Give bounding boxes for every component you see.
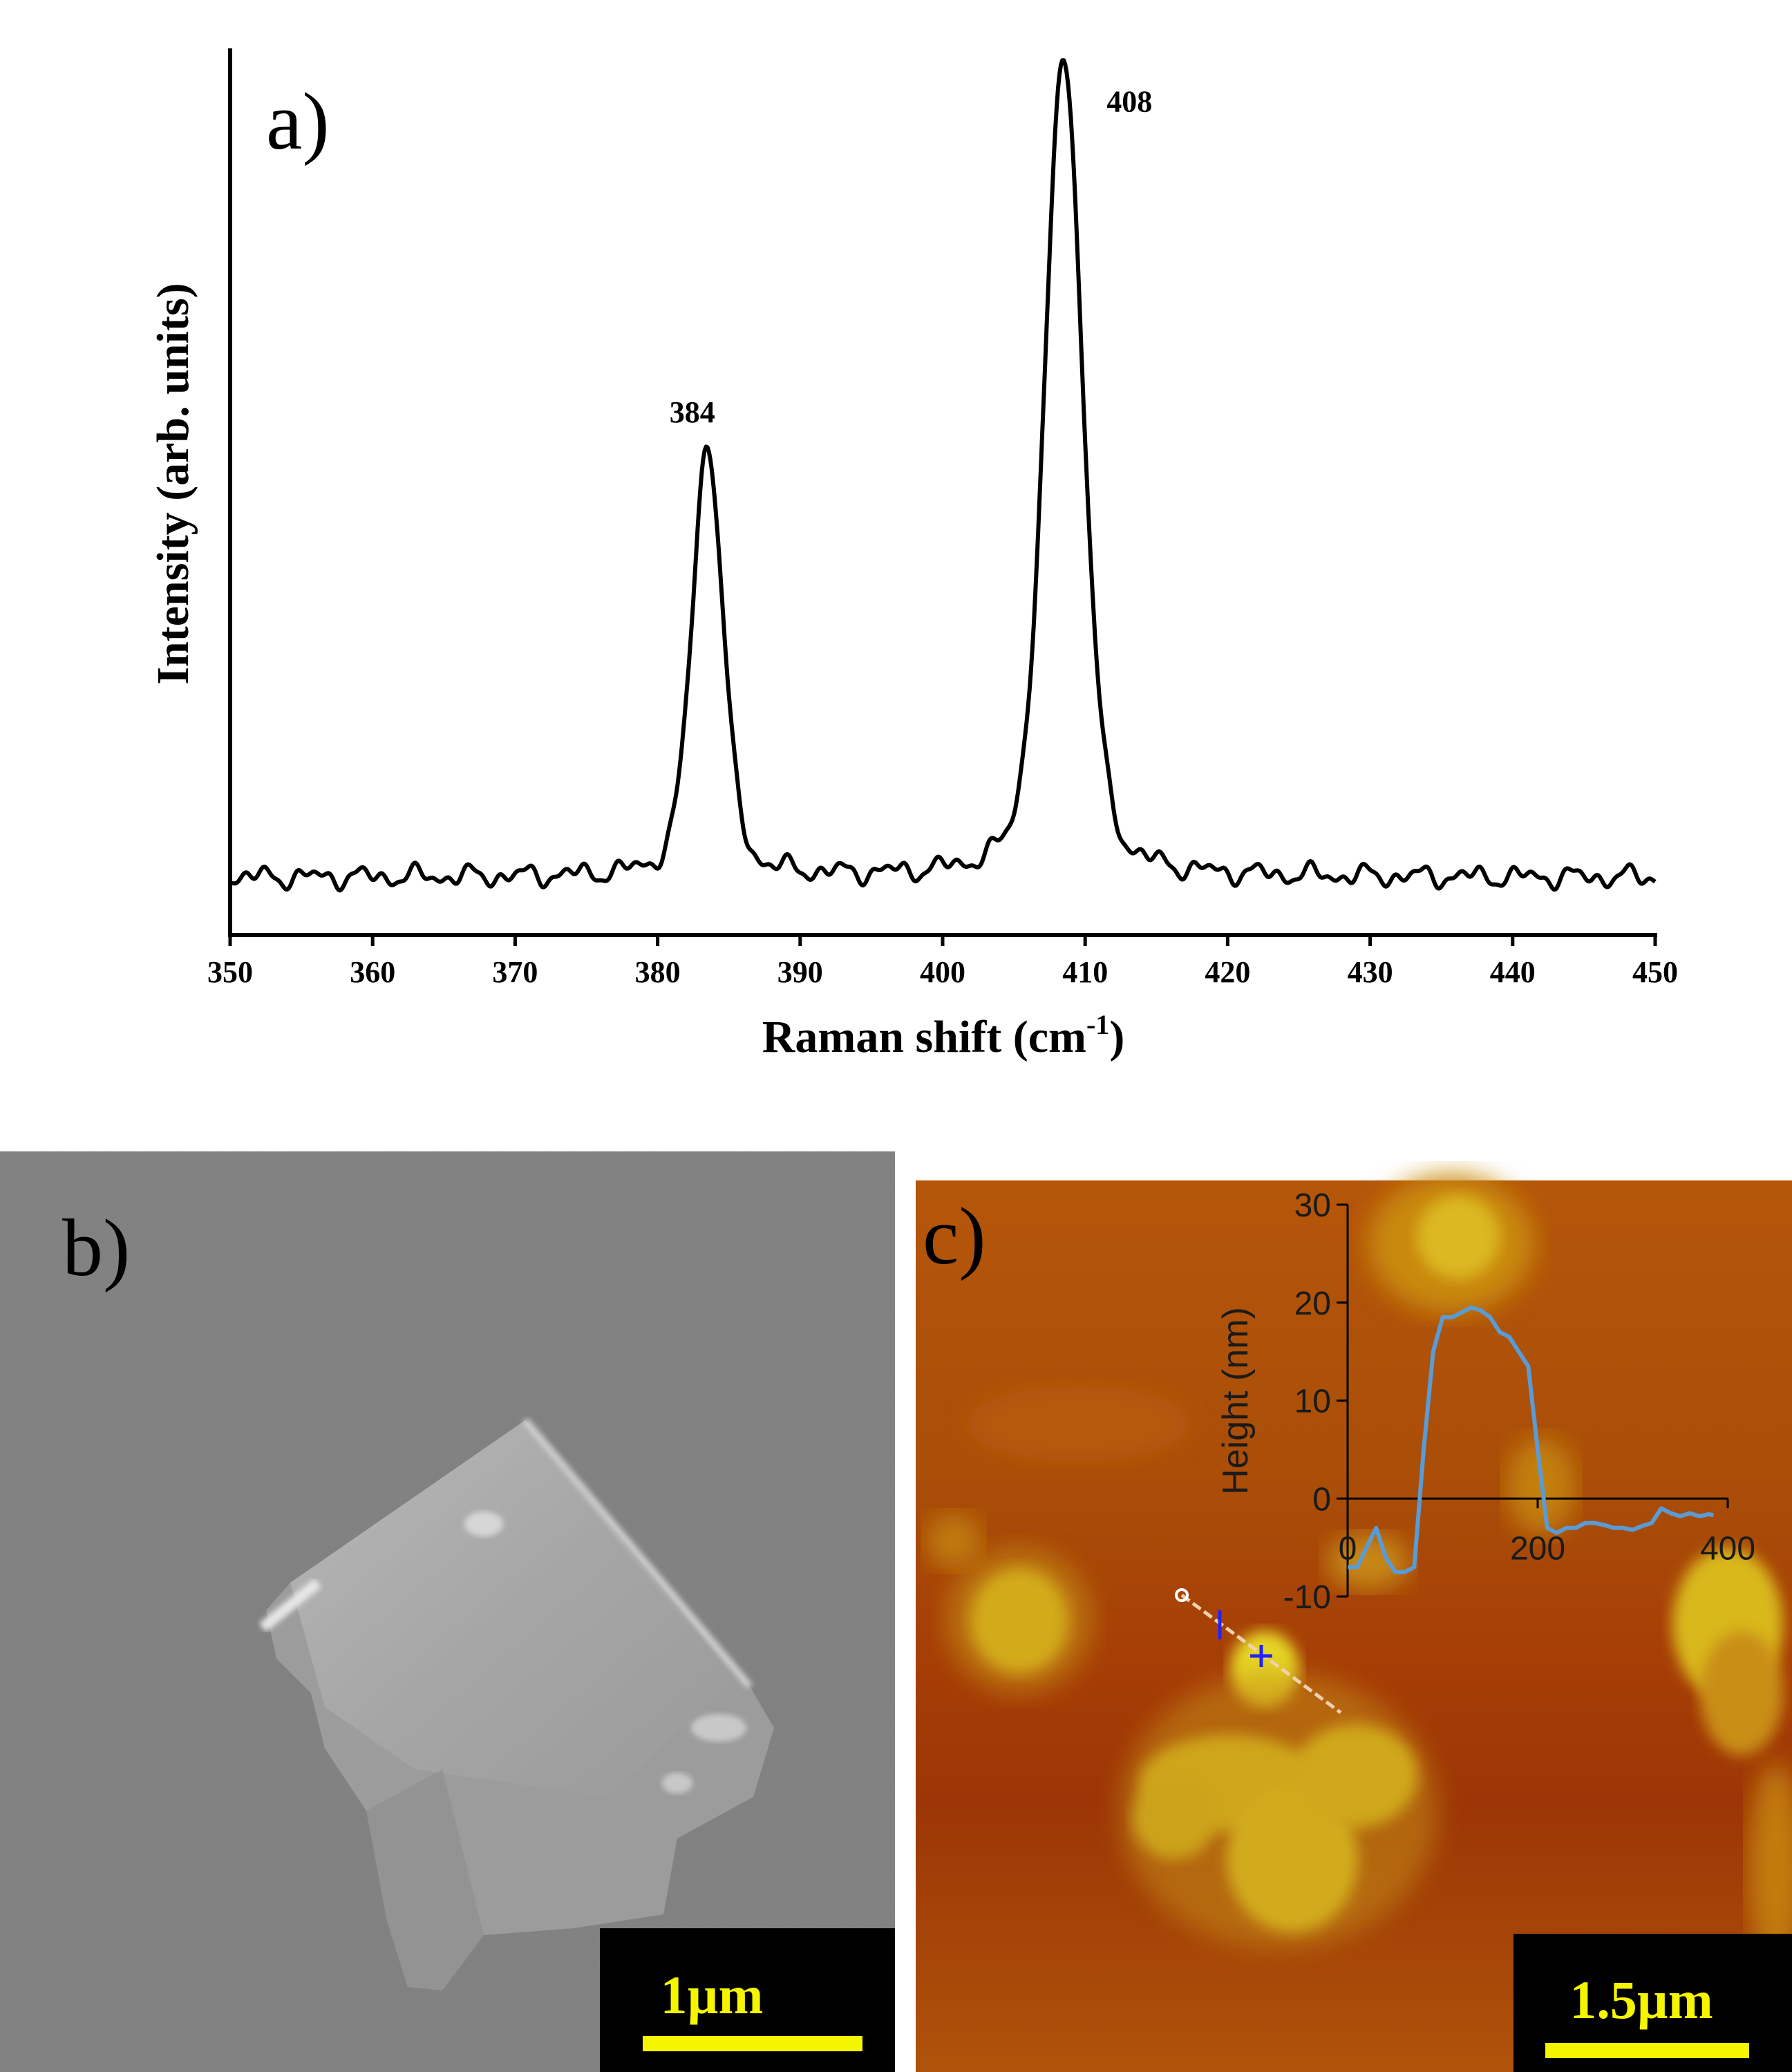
sem-scale-bar-label: 1µm [661, 1965, 764, 2025]
afm-profile-line [1175, 1588, 1342, 1715]
x-tick-label-360: 360 [350, 955, 395, 989]
inset-y-tick-label--10: -10 [1283, 1579, 1331, 1616]
x-tick-label-400: 400 [920, 955, 965, 989]
inset-y-tick-label-10: 10 [1294, 1384, 1331, 1420]
y-axis-title: Intensity (arb. units) [148, 283, 198, 684]
inset-y-tick-marks [1337, 1203, 1348, 1598]
peak-label-408: 408 [1106, 84, 1152, 118]
sem-flake [258, 1418, 774, 1990]
panel-a-label: a) [266, 76, 330, 167]
x-tick-label-380: 380 [635, 955, 681, 989]
x-tick-labels: 350 360 370 380 390 400 410 420 430 440 450 [207, 955, 1678, 989]
inset-y-tick-label-30: 30 [1294, 1187, 1331, 1224]
x-axis-title-superscript: -1 [1086, 1009, 1109, 1040]
inset-x-tick-label-0: 0 [1339, 1530, 1357, 1567]
inset-y-axis-title: Height (nm) [1216, 1307, 1256, 1495]
inset-y-tick-label-0: 0 [1312, 1481, 1331, 1518]
x-tick-label-390: 390 [777, 955, 823, 989]
panel-b-label: b) [62, 1203, 130, 1293]
panel-c-label: c) [923, 1191, 986, 1281]
sem-image-panel: b) 1µm [0, 1151, 895, 2072]
x-tick-label-410: 410 [1062, 955, 1108, 989]
profile-start-marker [1175, 1588, 1189, 1602]
inset-y-tick-labels: -10 0 10 20 30 [1283, 1187, 1331, 1616]
peak-label-384: 384 [670, 395, 715, 429]
inset-x-tick-labels: 0 200 400 [1339, 1530, 1755, 1567]
inset-y-tick-label-20: 20 [1294, 1285, 1331, 1322]
inset-x-tick-marks [1346, 1498, 1729, 1509]
x-tick-label-350: 350 [207, 955, 253, 989]
afm-scale-bar-label: 1.5µm [1569, 1970, 1713, 2030]
x-axis-title-tail: ) [1109, 1012, 1124, 1062]
x-tick-label-420: 420 [1205, 955, 1250, 989]
afm-scale-bar: 1.5µm [1513, 1934, 1792, 2072]
raman-series-line [229, 58, 1657, 893]
sem-scale-bar: 1µm [600, 1928, 895, 2072]
inset-x-tick-label-400: 400 [1700, 1530, 1755, 1567]
x-axis-title: Raman shift (cm-1) [762, 1009, 1125, 1062]
x-tick-label-440: 440 [1490, 955, 1536, 989]
x-axis-title-main: Raman shift (cm [762, 1012, 1086, 1062]
x-tick-label-430: 430 [1348, 955, 1393, 989]
inset-x-tick-label-200: 200 [1510, 1530, 1565, 1567]
height-profile-series-line [1348, 1305, 1714, 1574]
x-tick-marks [228, 935, 1657, 946]
raman-spectrum-panel: a) 350 360 370 380 390 400 410 420 430 440 450 384… [148, 48, 1678, 1062]
x-tick-label-370: 370 [492, 955, 538, 989]
x-tick-label-450: 450 [1632, 955, 1678, 989]
